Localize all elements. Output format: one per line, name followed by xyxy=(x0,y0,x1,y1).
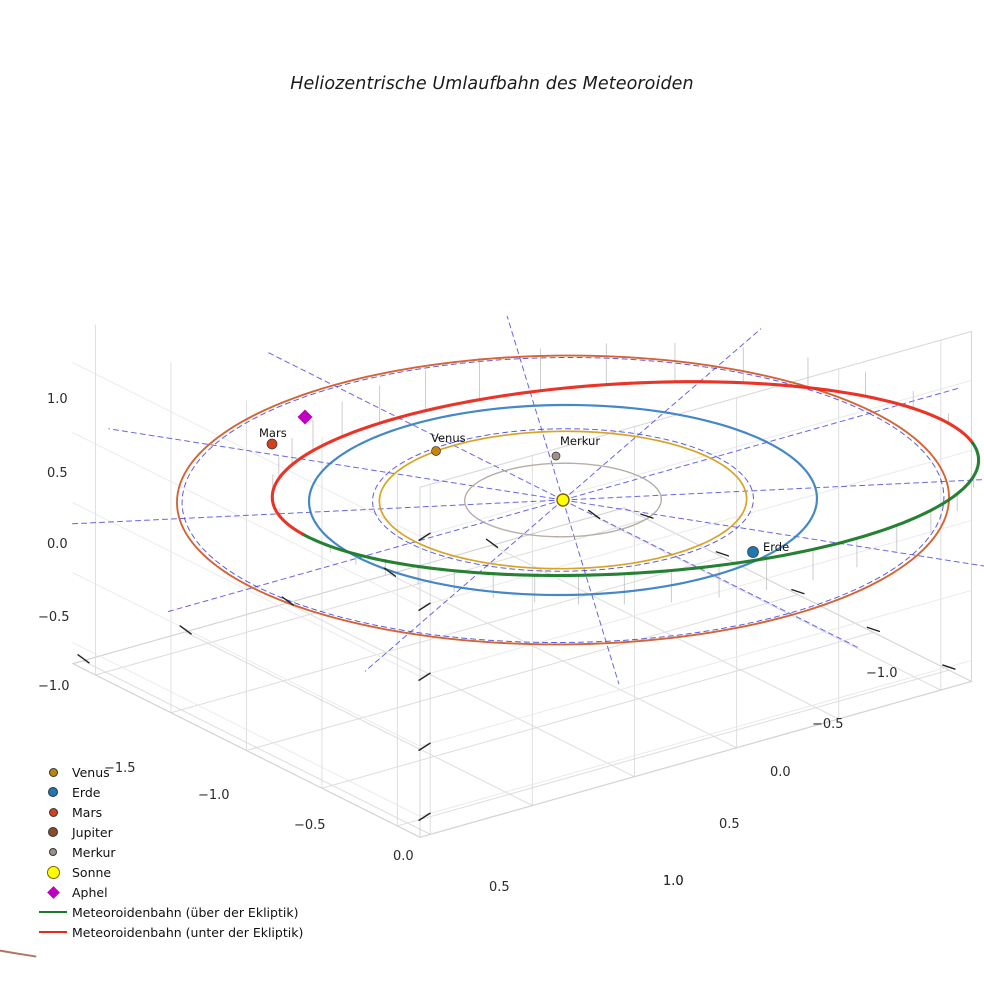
legend-marker-diamond xyxy=(46,885,60,899)
legend-item-aphel: Aphel xyxy=(34,882,344,902)
legend-item-meteoroidenbahn: Meteoroidenbahn (über der Ekliptik) xyxy=(34,902,344,922)
body-marker-sonne xyxy=(556,493,570,507)
tick-label-x-0: −1.5 xyxy=(104,761,136,776)
legend-item-label: Meteoroidenbahn (über der Ekliptik) xyxy=(72,904,299,920)
legend-marker-dot xyxy=(48,807,58,817)
body-label-erde: Erde xyxy=(763,540,790,554)
legend-item-label: Aphel xyxy=(72,884,108,900)
aphel-marker xyxy=(297,409,313,425)
body-marker-venus xyxy=(431,446,441,456)
planet-orbits xyxy=(176,354,950,646)
legend-key-diamond xyxy=(34,882,72,902)
tick-label-y-2: 0.0 xyxy=(770,765,791,780)
body-marker-merkur xyxy=(551,451,561,461)
legend-item-label: Meteoroidenbahn (unter der Ekliptik) xyxy=(72,924,304,940)
tick-label-z-4: −1.0 xyxy=(38,679,70,694)
tick-label-z-3: −0.5 xyxy=(38,610,70,625)
body-label-merkur: Merkur xyxy=(560,434,601,448)
legend-item-label: Mars xyxy=(72,804,103,820)
legend-marker-line xyxy=(39,931,67,933)
legend: Venus Erde Mars Jupiter Merkur Sonne Aphel Mete… xyxy=(34,762,344,942)
meteoroid-orbit xyxy=(270,380,981,578)
legend-item-mars: Mars xyxy=(34,802,344,822)
tick-label-x-3: 0.0 xyxy=(393,849,414,864)
tick-label-x-4: 0.5 xyxy=(489,880,510,895)
axis-tick-marks xyxy=(77,509,956,821)
tick-label-y-1: −0.5 xyxy=(812,717,844,732)
legend-item-label: Sonne xyxy=(72,864,112,880)
legend-item-jupiter: Jupiter xyxy=(34,822,344,842)
body-marker-erde xyxy=(747,546,759,558)
body-marker-mars xyxy=(266,438,278,450)
legend-item-label: Erde xyxy=(72,784,101,800)
legend-item-merkur: Merkur xyxy=(34,842,344,862)
legend-item-label: Merkur xyxy=(72,844,116,860)
tick-label-z-0: 1.0 xyxy=(47,392,68,407)
legend-item-label: Jupiter xyxy=(72,824,113,840)
legend-marker-dot xyxy=(48,827,58,837)
tick-label-z-2: 0.0 xyxy=(47,537,68,552)
tick-label-y-3: 0.5 xyxy=(719,817,740,832)
legend-key-circle xyxy=(34,822,72,842)
legend-key-circle xyxy=(34,842,72,862)
legend-key-circle xyxy=(34,862,72,882)
jupiter-orbit-arc xyxy=(0,949,37,958)
legend-marker-dot xyxy=(48,787,58,797)
legend-key-circle xyxy=(34,802,72,822)
legend-key-circle xyxy=(34,782,72,802)
body-label-venus: Venus xyxy=(431,431,466,445)
page-title: Heliozentrische Umlaufbahn des Meteoroid… xyxy=(290,74,694,94)
tick-label-x-5: 1.0 xyxy=(663,874,684,889)
legend-item-meteoroidenbahn: Meteoroidenbahn (unter der Ekliptik) xyxy=(34,922,344,942)
legend-marker-dot xyxy=(48,767,58,777)
tick-label-z-1: 0.5 xyxy=(47,466,68,481)
legend-marker-line xyxy=(39,911,67,913)
legend-key-circle xyxy=(34,762,72,782)
tick-label-y-0: −1.0 xyxy=(866,666,898,681)
axes-panes xyxy=(71,324,973,838)
legend-item-label: Venus xyxy=(72,764,110,780)
legend-item-erde: Erde xyxy=(34,782,344,802)
tick-label-y-4: 1.0 xyxy=(663,874,684,889)
legend-item-sonne: Sonne xyxy=(34,862,344,882)
legend-key-line xyxy=(34,922,72,942)
tick-label-x-1: −1.0 xyxy=(198,788,230,803)
body-markers xyxy=(266,409,759,558)
legend-marker-dot xyxy=(46,865,60,879)
tick-label-x-2: −0.5 xyxy=(294,818,326,833)
body-label-mars: Mars xyxy=(259,426,287,440)
legend-item-venus: Venus xyxy=(34,762,344,782)
legend-key-line xyxy=(34,902,72,922)
legend-marker-dot xyxy=(49,848,57,856)
